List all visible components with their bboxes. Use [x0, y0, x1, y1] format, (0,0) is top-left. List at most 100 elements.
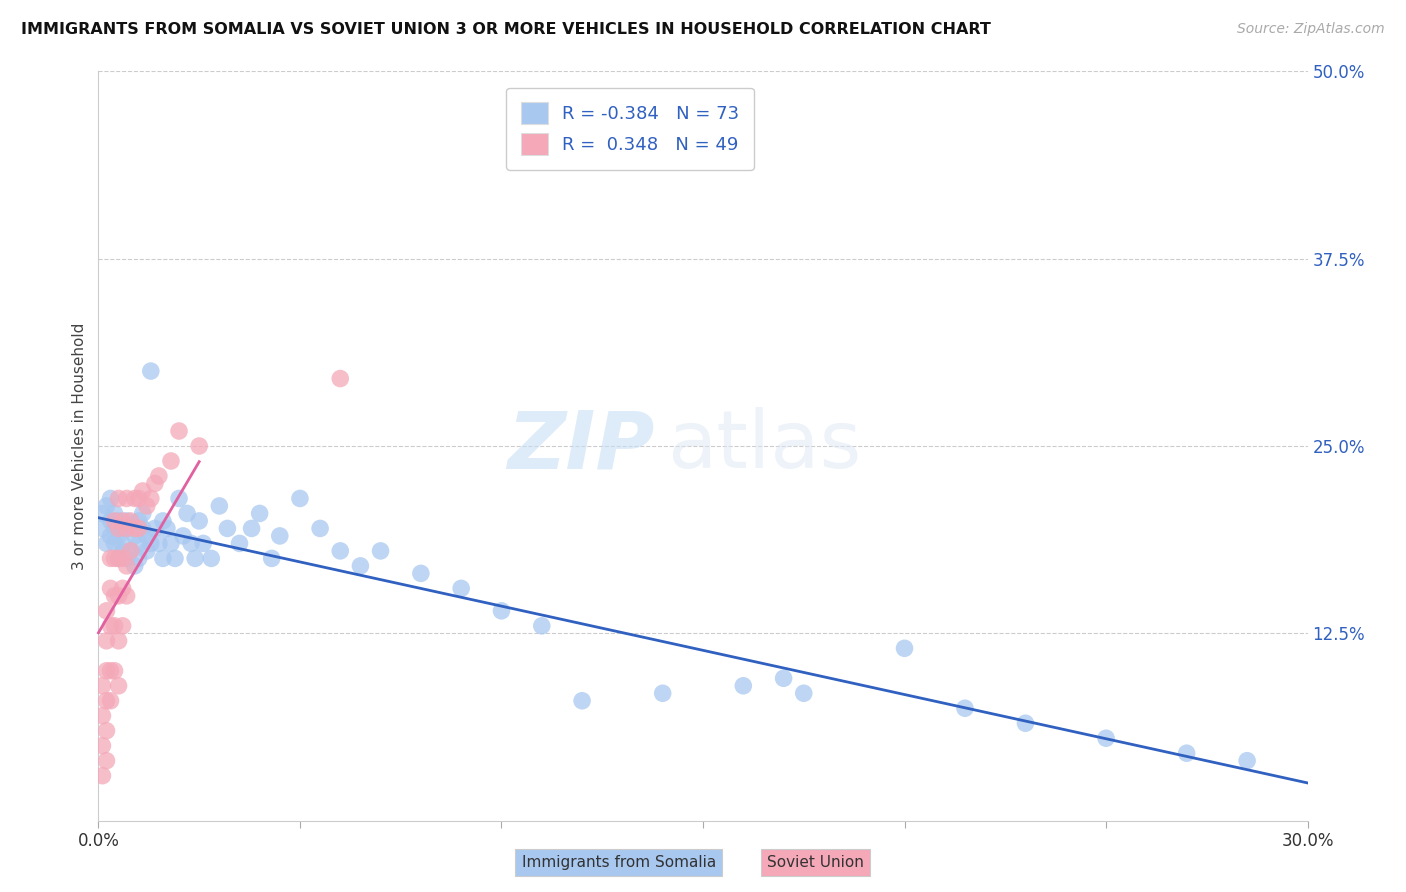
Point: [120, 521, 142, 535]
Point: [128, 514, 150, 528]
Point: [111, 536, 134, 550]
Point: [152, 551, 174, 566]
Point: [193, 536, 215, 550]
Point: [188, 439, 211, 453]
Point: [132, 507, 155, 521]
Point: [1175, 746, 1198, 760]
Point: [269, 529, 291, 543]
Point: [96, 694, 118, 708]
Point: [128, 536, 150, 550]
Point: [115, 589, 138, 603]
Point: [115, 491, 138, 506]
Point: [160, 536, 183, 550]
Point: [96, 499, 118, 513]
Point: [409, 566, 432, 581]
Point: [163, 551, 186, 566]
Point: [148, 469, 170, 483]
Point: [107, 491, 129, 506]
Point: [103, 589, 125, 603]
Point: [288, 491, 311, 506]
Point: [100, 491, 122, 506]
Point: [176, 507, 198, 521]
Point: [124, 558, 146, 573]
Point: [217, 521, 239, 535]
Point: [100, 529, 122, 543]
Point: [200, 551, 222, 566]
Point: [120, 544, 142, 558]
Point: [100, 619, 122, 633]
Point: [793, 686, 815, 700]
Point: [156, 521, 179, 535]
Point: [100, 664, 122, 678]
Point: [111, 551, 134, 566]
Point: [115, 551, 138, 566]
Point: [152, 514, 174, 528]
Point: [96, 664, 118, 678]
Point: [240, 521, 263, 535]
Point: [148, 536, 170, 550]
Point: [228, 536, 250, 550]
Point: [103, 514, 125, 528]
Point: [100, 694, 122, 708]
Point: [349, 558, 371, 573]
Point: [91, 521, 114, 535]
Point: [96, 604, 118, 618]
Point: [91, 739, 114, 753]
Point: [91, 769, 114, 783]
Point: [128, 551, 150, 566]
Point: [103, 619, 125, 633]
Point: [91, 679, 114, 693]
Point: [135, 499, 157, 513]
Point: [115, 558, 138, 573]
Point: [1014, 716, 1036, 731]
Point: [115, 521, 138, 535]
Point: [893, 641, 915, 656]
Point: [249, 507, 271, 521]
Point: [329, 371, 352, 385]
Point: [107, 633, 129, 648]
Point: [208, 499, 231, 513]
Text: IMMIGRANTS FROM SOMALIA VS SOVIET UNION 3 OR MORE VEHICLES IN HOUSEHOLD CORRELAT: IMMIGRANTS FROM SOMALIA VS SOVIET UNION …: [21, 22, 991, 37]
Point: [167, 424, 190, 438]
Y-axis label: 3 or more Vehicles in Household: 3 or more Vehicles in Household: [72, 322, 87, 570]
Point: [124, 529, 146, 543]
Point: [491, 604, 513, 618]
Text: Immigrants from Somalia: Immigrants from Somalia: [522, 855, 716, 870]
Point: [184, 551, 207, 566]
Point: [111, 544, 134, 558]
Legend: R = -0.384   N = 73, R =  0.348   N = 49: R = -0.384 N = 73, R = 0.348 N = 49: [506, 88, 754, 169]
Point: [103, 536, 125, 550]
Point: [111, 619, 134, 633]
Point: [107, 551, 129, 566]
Point: [128, 491, 150, 506]
Point: [188, 514, 211, 528]
Point: [143, 521, 166, 535]
Point: [651, 686, 673, 700]
Point: [103, 664, 125, 678]
Point: [309, 521, 332, 535]
Point: [733, 679, 755, 693]
Point: [100, 551, 122, 566]
Point: [124, 491, 146, 506]
Point: [96, 723, 118, 738]
Point: [370, 544, 392, 558]
Point: [111, 514, 134, 528]
Point: [260, 551, 283, 566]
Text: atlas: atlas: [666, 407, 860, 485]
Point: [530, 619, 553, 633]
Point: [167, 491, 190, 506]
Text: ZIP: ZIP: [508, 407, 655, 485]
Text: Soviet Union: Soviet Union: [768, 855, 863, 870]
Point: [143, 476, 166, 491]
Point: [1095, 731, 1118, 746]
Point: [107, 514, 129, 528]
Point: [111, 521, 134, 535]
Point: [450, 582, 472, 596]
Point: [91, 507, 114, 521]
Point: [100, 514, 122, 528]
Point: [135, 529, 157, 543]
Point: [139, 536, 162, 550]
Point: [772, 671, 794, 685]
Point: [103, 507, 125, 521]
Point: [96, 536, 118, 550]
